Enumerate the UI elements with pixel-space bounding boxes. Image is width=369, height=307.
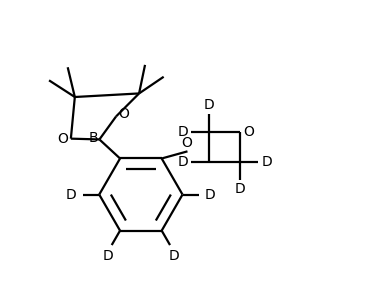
Text: B: B	[89, 131, 98, 145]
Text: D: D	[261, 155, 272, 169]
Text: O: O	[58, 132, 68, 146]
Text: D: D	[66, 188, 77, 202]
Text: D: D	[235, 182, 246, 196]
Text: D: D	[102, 249, 113, 263]
Text: D: D	[177, 125, 188, 138]
Text: D: D	[204, 98, 215, 112]
Text: D: D	[169, 249, 179, 263]
Text: O: O	[181, 136, 192, 150]
Text: O: O	[244, 125, 254, 138]
Text: D: D	[177, 155, 188, 169]
Text: D: D	[205, 188, 215, 202]
Text: O: O	[118, 107, 130, 121]
